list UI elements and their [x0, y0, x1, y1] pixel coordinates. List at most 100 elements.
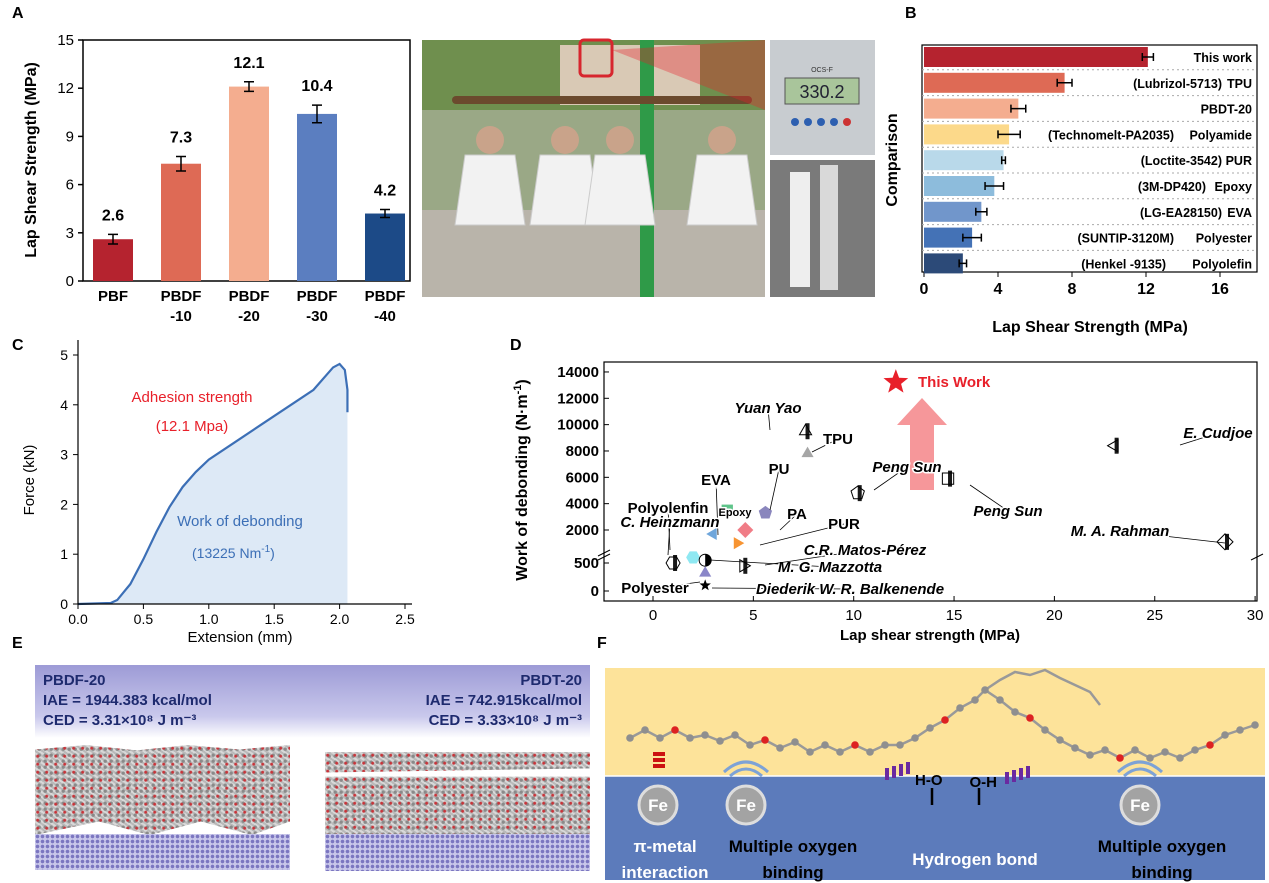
bar-eva: [924, 201, 982, 222]
y-tick-label: 4: [60, 397, 68, 413]
point-marker-triangle: [801, 446, 814, 458]
y-tick-label: 9: [66, 128, 74, 145]
error-bar: [984, 182, 1005, 190]
interaction-label: Multiple oxygen: [729, 837, 857, 856]
point-label: TPU: [823, 431, 853, 448]
panel-label-b: B: [905, 5, 917, 22]
atom: [806, 748, 814, 756]
panel-e-left-info: PBDF-20 IAE = 1944.383 kcal/mol CED = 3.…: [43, 671, 212, 731]
point-marker-star: [883, 369, 909, 393]
atom: [701, 731, 709, 739]
y-axis-label: Work of debonding (N·m-1): [512, 379, 531, 580]
category-label: This work: [1194, 51, 1252, 65]
hbond-dash: [1012, 770, 1016, 782]
panel-e-header: PBDF-20 IAE = 1944.383 kcal/mol CED = 3.…: [35, 665, 590, 738]
panel-f-diagram: H-O O-H Fe Fe Fe π-metal interaction Multiple o…: [605, 668, 1265, 882]
atom: [1056, 736, 1064, 744]
error-bar: [1010, 104, 1027, 113]
value-label: 4.2: [374, 183, 396, 200]
atom: [1236, 726, 1244, 734]
x-tick-label: 5: [749, 607, 757, 624]
x-tick-label: PBDF: [229, 288, 270, 305]
atom: [1011, 708, 1019, 716]
category-label: PUR: [1226, 154, 1252, 168]
category-label: Polyolefin: [1192, 257, 1252, 271]
interaction-label: Hydrogen bond: [912, 850, 1038, 869]
specimen-strip: [790, 172, 810, 287]
atom: [971, 696, 979, 704]
atom: [866, 748, 874, 756]
point-label: Peng Sun: [973, 503, 1042, 520]
y-tick-label: 0: [591, 583, 599, 600]
bar-pbdf-30: [297, 113, 337, 281]
y-tick-label: 0: [60, 596, 68, 612]
point-marker-small-star: [699, 579, 711, 591]
y-tick-label: 6000: [566, 469, 599, 486]
x-tick-label: 0.0: [68, 611, 88, 627]
surface-oh-stem: [930, 788, 981, 805]
atom: [656, 734, 664, 742]
x-tick-label: 2.5: [395, 611, 415, 627]
category-label: PBDT-20: [1201, 103, 1252, 117]
leader-line: [654, 581, 701, 589]
point-label: Diederik W. R. Balkenende: [756, 581, 944, 598]
leader-line: [759, 523, 845, 546]
y-tick-label: 10000: [557, 417, 599, 434]
atom: [1041, 726, 1049, 734]
atom: [776, 744, 784, 752]
y-axis-label: Force (kN): [21, 445, 38, 516]
y-tick-label: 12000: [557, 390, 599, 407]
hydroxyl-right: O-H: [970, 774, 998, 791]
person-head: [606, 126, 634, 154]
y-tick-label: 1: [60, 546, 68, 562]
scale-button: [817, 118, 825, 126]
hanging-bar: [452, 96, 752, 104]
leader-line: [715, 479, 719, 536]
atom: [926, 724, 934, 732]
leader-line: [1179, 432, 1219, 446]
leader-line: [764, 549, 866, 566]
leader-line: [667, 507, 671, 551]
atom: [1026, 714, 1034, 722]
x-tick-label: -40: [374, 308, 396, 325]
x-tick-label: PBDF: [365, 288, 406, 305]
y-tick-label: 2: [60, 496, 68, 512]
y-tick-label: 15: [57, 32, 74, 49]
error-bar: [380, 208, 390, 219]
category-label: Polyamide: [1189, 128, 1252, 142]
point-label: Yuan Yao: [735, 400, 802, 417]
point-label: C.R. Matos-Pérez: [804, 542, 927, 559]
error-bar: [975, 207, 988, 216]
x-tick-label: -20: [238, 308, 260, 325]
leader-line: [873, 466, 908, 491]
scale-button: [791, 118, 799, 126]
leader-line: [732, 510, 736, 516]
atom: [1086, 751, 1094, 759]
bar-pbdt-20: [924, 98, 1019, 119]
person-head: [551, 126, 579, 154]
panel-e-right-info: PBDT-20 IAE = 742.915kcal/mol CED = 3.33…: [426, 671, 582, 731]
leader-line: [769, 468, 780, 511]
leader-line: [969, 484, 1009, 512]
bar-pbf: [93, 239, 133, 281]
error-bar: [312, 104, 322, 124]
y-tick-label: 8000: [566, 443, 599, 460]
point-marker-half: [857, 485, 862, 502]
pbdt-polymer-layer: [325, 752, 590, 834]
pbdf-iae: IAE = 1944.383 kcal/mol: [43, 692, 212, 709]
improvement-arrow: [897, 398, 947, 490]
x-tick-label: 15: [946, 607, 963, 624]
value: (13225 Nm: [192, 545, 261, 561]
point-marker-square: [721, 504, 733, 516]
annotation-work: Work of debonding: [177, 513, 303, 530]
leader-line: [711, 587, 851, 590]
atom: [1101, 746, 1109, 754]
point-label: EVA: [701, 472, 731, 489]
point-marker-half: [805, 423, 810, 440]
error-bar: [958, 259, 968, 268]
atom: [641, 726, 649, 734]
interaction-label: binding: [1131, 863, 1192, 882]
point-marker-half: [1224, 533, 1229, 550]
brand-label: (Lubrizol-5713): [1133, 77, 1222, 91]
atom: [626, 734, 634, 742]
